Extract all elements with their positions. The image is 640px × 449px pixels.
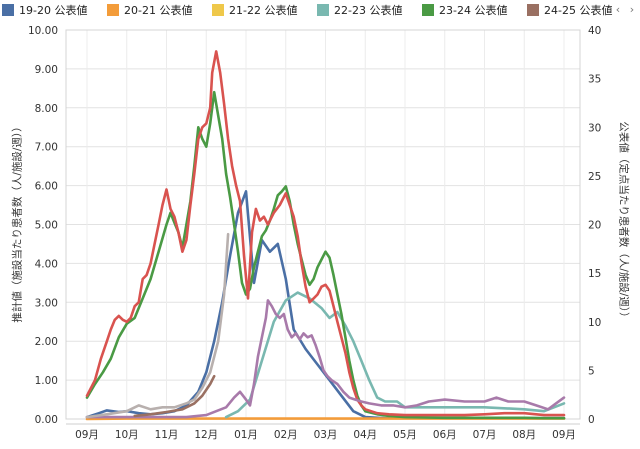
y-left-tick-label: 7.00: [35, 142, 58, 154]
y-right-tick-label: 20: [588, 220, 601, 232]
x-tick-label: 05月: [393, 429, 417, 441]
series-line-0: [85, 190, 566, 420]
legend-label: 21-22 公表値: [229, 4, 298, 17]
x-tick-label: 04月: [353, 429, 377, 441]
legend-item-22-23[interactable]: 22-23 公表値: [317, 2, 402, 18]
legend-swatch: [317, 4, 329, 16]
y-left-tick-label: 1.00: [35, 375, 58, 387]
legend-swatch: [2, 4, 14, 16]
left-axis-title: 推計値（施設当たり患者数（人/施設/週））: [11, 121, 24, 323]
right-axis-title: 公表値（定点当たり患者数（人/施設/週））: [617, 121, 630, 323]
y-right-tick-label: 40: [588, 25, 601, 37]
x-tick-label: 11月: [155, 429, 179, 441]
x-tick-label: 06月: [433, 429, 457, 441]
legend-swatch: [422, 4, 434, 16]
x-tick-label: 10月: [115, 429, 139, 441]
series-line-3: [85, 90, 566, 420]
x-tick-label: 09月: [75, 429, 99, 441]
chevron-left-icon[interactable]: ‹: [615, 2, 621, 16]
series-line-5: [85, 299, 566, 419]
legend-label: 20-21 公表値: [124, 4, 193, 17]
legend-label: 19-20 公表値: [19, 4, 88, 17]
series-line-6: [85, 232, 230, 419]
y-right-tick-label: 15: [588, 268, 601, 280]
y-left-tick-label: 2.00: [35, 336, 58, 348]
y-left-tick-label: 6.00: [35, 181, 58, 193]
legend-swatch: [527, 4, 539, 16]
legend-item-21-22[interactable]: 21-22 公表値: [212, 2, 297, 18]
legend: 19-20 公表値 20-21 公表値 21-22 公表値 22-23 公表値 …: [0, 0, 640, 20]
y-right-tick-label: 30: [588, 122, 601, 134]
x-tick-label: 03月: [314, 429, 338, 441]
legend-item-19-20[interactable]: 19-20 公表値: [2, 2, 87, 18]
legend-swatch: [212, 4, 224, 16]
legend-swatch: [107, 4, 119, 16]
legend-item-20-21[interactable]: 20-21 公表値: [107, 2, 192, 18]
y-left-tick-label: 5.00: [35, 220, 58, 232]
y-left-tick-label: 0.00: [35, 414, 58, 426]
y-left-tick-label: 8.00: [35, 103, 58, 115]
chevron-right-icon[interactable]: ›: [629, 2, 635, 16]
y-right-tick-label: 5: [588, 365, 595, 377]
y-right-tick-label: 25: [588, 171, 601, 183]
x-tick-label: 08月: [512, 429, 536, 441]
legend-label: 23-24 公表値: [439, 4, 508, 17]
x-tick-label: 02月: [274, 429, 298, 441]
y-left-tick-label: 10.00: [28, 25, 58, 37]
y-right-tick-label: 35: [588, 74, 601, 86]
legend-item-23-24[interactable]: 23-24 公表値: [422, 2, 507, 18]
x-tick-label: 07月: [473, 429, 497, 441]
series-line-7: [133, 374, 216, 418]
legend-label: 22-23 公表値: [334, 4, 403, 17]
x-tick-label: 12月: [194, 429, 218, 441]
series-line-2: [224, 291, 566, 419]
legend-item-24-25[interactable]: 24-25 公表値: [527, 2, 612, 18]
x-tick-label: 09月: [552, 429, 576, 441]
x-tick-label: 01月: [234, 429, 258, 441]
y-left-tick-label: 9.00: [35, 64, 58, 76]
y-right-tick-label: 0: [588, 414, 595, 426]
y-left-tick-label: 4.00: [35, 258, 58, 270]
legend-label: 24-25 公表値: [544, 4, 613, 17]
y-left-tick-label: 3.00: [35, 297, 58, 309]
y-right-tick-label: 10: [588, 317, 601, 329]
